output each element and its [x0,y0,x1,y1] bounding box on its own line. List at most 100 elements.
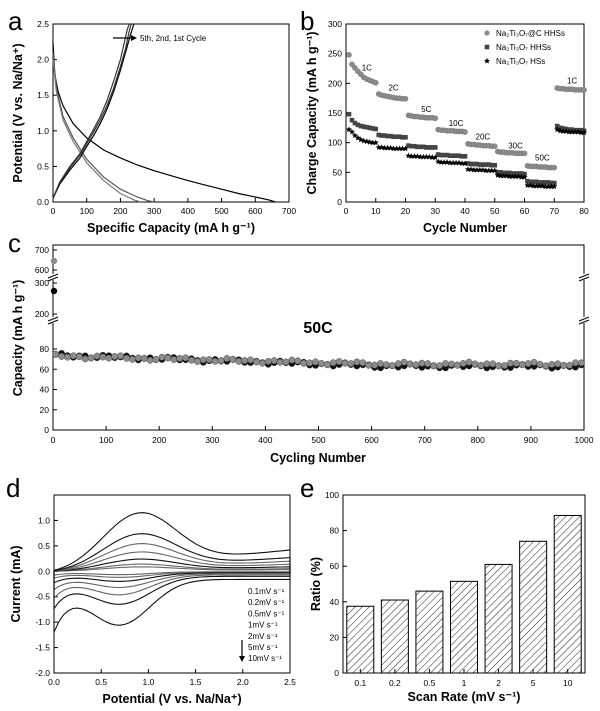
panel-b-xtick-label: 50 [490,206,500,216]
panel-c-point [424,360,432,368]
panel-b-point-square [474,161,480,167]
panel-b-point-square [421,144,426,150]
panel-b-legend-label: Na₂Ti₃O₇@C HHSs [496,29,565,38]
panel-c-ytick-label: 700 [35,245,49,255]
panel-c-point [241,357,249,365]
panel-c-point [572,359,579,367]
panel-b-point-square [438,152,444,158]
panel-b-point-square [409,143,414,149]
panel-b-point-square [477,162,483,167]
panel-d-ylabel: Current (mA) [9,545,23,622]
panel-b-point-star [411,153,418,159]
panel-c-point [524,360,532,367]
panel-c-axis-break-gap [48,274,58,280]
panel-b-point-star [506,173,513,180]
panel-b-point-square [537,180,542,185]
panel-b-point-star [399,145,406,152]
panel-a-ytick-label: 2.5 [37,19,49,29]
panel-c-point [111,353,119,360]
panel-b-point-square [450,153,456,159]
panel-c-point [52,350,60,358]
panel-d-legend-label: 1mV s⁻¹ [248,621,278,630]
panel-b-point-star [414,153,421,159]
panel-c-point [542,362,550,370]
panel-c-axis-break [47,316,59,322]
panel-a-curve [52,23,132,199]
panel-b-point-square [546,180,551,185]
panel-b-point-circle [491,143,498,150]
panel-c-ylabel: Capacity (mA h g⁻¹) [11,280,25,397]
panel-d-ytick-label: -1.0 [35,617,50,627]
panel-b-point-star [578,129,585,136]
panel-b-point-square [531,179,536,185]
panel-d-legend-label: 10mV s⁻¹ [248,654,282,663]
panel-c-point [483,360,491,368]
panel-b-point-square [468,161,474,167]
panel-b-point-square [441,152,447,158]
panel-b-point-circle [402,95,409,102]
panel-b-ytick-label: 150 [328,108,342,118]
panel-c-xtick-label: 700 [418,435,432,445]
panel-c-point [566,361,573,369]
panel-b-xtick-label: 40 [460,206,470,216]
panel-c-ytick-label: 60 [40,364,50,374]
panel-b-point-square [551,180,557,186]
panel-b-point-star [503,172,510,179]
panel-a-ytick-label: 1.5 [37,90,49,100]
panel-c-point [394,360,402,368]
panel-c-point [501,362,508,369]
panel-a-xtick-label: 600 [248,206,262,216]
panel-b-point-star [554,126,561,133]
panel-b-rate-label: 30C [508,142,523,151]
panel-c-point [412,361,420,369]
panel-b-point-star [518,173,525,180]
panel-c-point [518,361,526,369]
panel-a-curve [52,52,155,203]
panel-c-xtick-label: 100 [99,435,113,445]
panel-c-point [442,360,449,367]
panel-c-axis-break-gap [579,274,589,280]
panel-b-point-square [403,135,408,140]
panel-b-point-square [486,162,492,167]
panel-b-point-star [494,172,501,178]
panel-b-point-circle [372,79,379,86]
panel-b-point-square [376,132,382,138]
panel-b-ytick-label: 300 [328,19,342,29]
panel-c-point [75,353,83,361]
panel-b-point-star [420,153,427,160]
panel-c-point [353,358,361,366]
panel-b-point-square [507,170,512,176]
panel-b-ytick-label: 50 [333,167,343,177]
panel-c-xtick-label: 800 [471,435,485,445]
panel-b-point-square [400,135,405,140]
panel-c-point [365,361,373,369]
panel-b-point-star [530,182,537,189]
panel-c-point [117,352,125,360]
panel-c-point [205,356,213,363]
panel-d-legend-label: 0.2mV s⁻¹ [248,598,285,607]
panel-b-point-square [429,145,435,150]
panel-d-ytick-label: -0.5 [35,592,50,602]
panel-b-point-star [423,153,430,160]
panel-c-axis-break [47,273,59,279]
panel-b-xtick-label: 10 [371,206,381,216]
panel-b-point-square [355,122,361,128]
panel-b-xtick-label: 60 [520,206,530,216]
panel-a-curve [52,23,130,199]
panel-c-point [341,359,349,367]
panel-c-point [223,355,231,362]
panel-e-bar [553,514,582,674]
panel-b-point-star [563,128,570,134]
panel-c-xtick-label: 1000 [575,435,594,445]
panel-b-point-square [492,162,498,168]
panel-c-point [400,358,408,366]
panel-b-xlabel: Cycle Number [423,221,507,235]
panel-a-curve [52,23,135,199]
panel-c-point [129,355,136,363]
panel-b-point-star [467,166,474,172]
panel-b-point-square [465,161,471,166]
panel-c-xtick-label: 200 [152,435,166,445]
panel-d-cv-curve [53,512,291,633]
panel-c-ytick-label: 20 [40,405,50,415]
